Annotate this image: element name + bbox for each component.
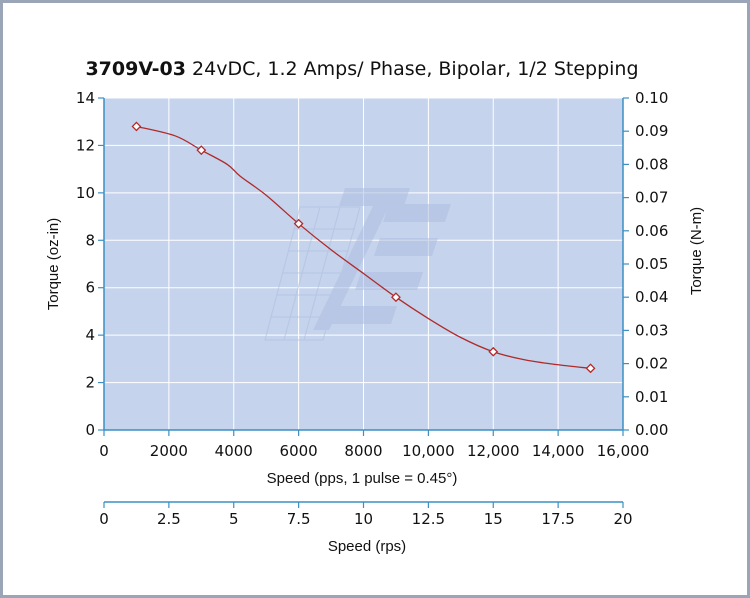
y-tick-label-left: 10: [76, 184, 95, 202]
secondary-x-tick-label: 17.5: [541, 510, 574, 528]
brand-watermark-logo: [264, 188, 451, 341]
data-point-marker: [131, 121, 142, 132]
x-tick-label: 0: [99, 442, 109, 460]
x-tick-label: 10,000: [402, 442, 455, 460]
secondary-x-tick-label: 0: [99, 510, 109, 528]
data-point-marker: [293, 218, 304, 229]
x-tick-label: 12,000: [467, 442, 520, 460]
y-tick-label-left: 12: [76, 136, 95, 154]
x-tick-label: 6000: [280, 442, 318, 460]
y-tick-label-left: 0: [85, 421, 95, 439]
y-tick-label-right: 0.06: [635, 222, 668, 240]
series-line: [136, 125, 591, 369]
secondary-x-tick-label: 2.5: [157, 510, 181, 528]
data-point-marker: [196, 145, 207, 156]
chart-title-model: 3709V-03: [85, 58, 186, 80]
y-tick-label-right: 0.08: [635, 155, 668, 173]
secondary-x-tick-label: 20: [613, 510, 632, 528]
y-tick-label-left: 4: [85, 326, 95, 344]
data-point-marker: [585, 363, 596, 374]
chart-title-details: 24vDC, 1.2 Amps/ Phase, Bipolar, 1/2 Ste…: [186, 58, 639, 80]
y-tick-label-left: 14: [76, 89, 95, 107]
y-axis-title-left: Torque (oz-in): [45, 218, 62, 311]
chart-title: 3709V-03 24vDC, 1.2 Amps/ Phase, Bipolar…: [85, 58, 638, 80]
y-axis-title-right: Torque (N-m): [688, 207, 705, 295]
x-tick-label: 16,000: [597, 442, 650, 460]
x-tick-label: 8000: [344, 442, 382, 460]
y-tick-label-right: 0.00: [635, 421, 668, 439]
secondary-x-tick-label: 15: [484, 510, 503, 528]
y-tick-label-right: 0.10: [635, 89, 668, 107]
data-point-marker: [488, 346, 499, 357]
y-tick-label-right: 0.05: [635, 255, 668, 273]
y-tick-label-right: 0.03: [635, 321, 668, 339]
x-tick-label: 14,000: [532, 442, 585, 460]
y-tick-label-left: 2: [85, 374, 95, 392]
secondary-x-tick-label: 12.5: [412, 510, 445, 528]
x-tick-label: 4000: [215, 442, 253, 460]
x-axis-title: Speed (pps, 1 pulse = 0.45°): [267, 470, 458, 487]
y-tick-label-right: 0.04: [635, 288, 668, 306]
x-tick-label: 2000: [150, 442, 188, 460]
y-tick-label-right: 0.01: [635, 388, 668, 406]
tick-labels: 0 2000 4000 6000 8000 10,000 12,000 14,000 16,00…: [76, 89, 669, 528]
series-layer: [131, 121, 596, 374]
y-tick-label-right: 0.02: [635, 355, 668, 373]
y-tick-label-right: 0.07: [635, 189, 668, 207]
secondary-x-tick-label: 7.5: [287, 510, 311, 528]
data-point-marker: [391, 292, 401, 303]
y-tick-label-right: 0.09: [635, 122, 668, 140]
secondary-x-axis-title: Speed (rps): [328, 538, 406, 555]
y-tick-label-left: 8: [85, 231, 95, 249]
y-tick-label-left: 6: [85, 279, 95, 297]
secondary-x-tick-label: 10: [354, 510, 373, 528]
secondary-x-tick-label: 5: [229, 510, 239, 528]
